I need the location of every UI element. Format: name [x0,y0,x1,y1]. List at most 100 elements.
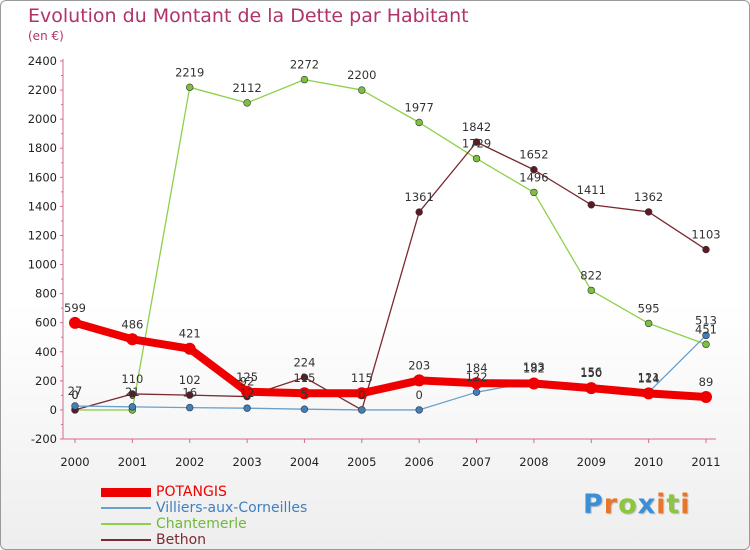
data-point-chantemerle [702,340,710,349]
x-tick-label: 2002 [175,455,204,469]
data-label-villiers-aux-corneilles: 121 [638,370,660,384]
data-point-chantemerle [300,75,309,84]
data-point-potangis [355,387,368,400]
legend-label-villiers: Villiers-aux-Corneilles [156,500,308,516]
y-tick-label: -200 [31,432,57,446]
data-label-potangis: 486 [121,317,143,331]
data-label-potangis: 184 [466,361,488,375]
legend-item-villiers: Villiers-aux-Corneilles [101,500,307,516]
chart-subtitle: (en €) [28,29,64,43]
data-label-chantemerle: 1496 [519,170,548,184]
data-label-villiers-aux-corneilles: 122 [466,370,488,384]
data-point-potangis [69,316,81,329]
data-label-bethon: 1411 [577,183,606,197]
data-label-potangis: 182 [523,361,545,375]
data-label-bethon: 1103 [691,228,720,242]
data-point-bethon [415,208,423,216]
data-point-bethon [186,391,194,399]
data-label-chantemerle: 2272 [290,58,319,72]
y-tick-label: 1800 [28,141,57,155]
y-tick-label: 1400 [28,199,57,213]
legend-item-chantemerle: Chantemerle [101,516,307,532]
data-point-villiers-aux-corneilles [415,406,423,414]
logo-letter: P [583,489,604,520]
legend-swatch-potangis [101,487,151,497]
data-label-bethon: 102 [179,373,201,387]
data-point-bethon [472,138,481,146]
legend-label-potangis: POTANGIS [156,484,227,500]
data-point-chantemerle [243,99,251,107]
data-point-potangis [183,342,196,355]
data-label-villiers-aux-corneilles: 193 [523,360,545,374]
data-label-villiers-aux-corneilles: 513 [695,313,717,327]
data-label-villiers-aux-corneilles: 156 [580,365,602,379]
data-point-chantemerle [472,154,481,163]
data-label-potangis: 421 [179,327,201,341]
data-point-potangis [470,377,483,390]
x-tick-label: 2007 [462,455,491,469]
x-tick-label: 2005 [347,455,376,469]
logo-letter: o [618,489,638,520]
legend-swatch-bethon [101,539,151,541]
logo-letter: r [603,489,619,520]
data-point-villiers-aux-corneilles [472,388,481,396]
x-tick-label: 2000 [60,455,89,469]
data-label-potangis: 89 [699,375,714,389]
data-label-villiers-aux-corneilles: 0 [416,388,423,402]
y-tick-label: 2200 [28,83,57,97]
data-point-potangis [700,390,712,403]
series-group [69,75,712,414]
series-line-potangis [71,318,710,401]
series-line-bethon [74,141,707,411]
data-point-villiers-aux-corneilles [300,405,309,413]
data-point-villiers-aux-corneilles [358,406,366,414]
data-label-chantemerle: 0 [71,388,78,402]
data-label-chantemerle: 2112 [232,81,261,95]
data-point-potangis [126,333,139,346]
data-point-bethon [128,390,137,398]
data-label-bethon: 0 [358,388,365,402]
axes: -200020040060080010001200140016001800200… [28,54,721,469]
y-tick-label: 1000 [28,258,57,272]
y-tick-label: 800 [35,287,57,301]
data-label-bethon: 224 [293,355,315,369]
data-point-villiers-aux-corneilles [702,331,710,340]
data-label-villiers-aux-corneilles: 21 [125,385,140,399]
legend-item-potangis: POTANGIS [101,484,307,500]
data-label-villiers-aux-corneilles: 0 [358,388,365,402]
data-point-villiers-aux-corneilles [186,403,194,412]
y-tick-label: 0 [50,403,57,417]
chart-title: Evolution du Montant de la Dette par Hab… [28,5,469,27]
data-point-chantemerle [358,86,366,94]
x-tick-label: 2001 [118,455,147,469]
data-point-potangis [642,387,655,400]
data-label-chantemerle: 2200 [347,68,376,82]
data-label-bethon: 1652 [519,148,548,162]
data-label-chantemerle: 0 [129,388,136,402]
data-point-potangis [413,374,426,387]
data-label-potangis: 150 [580,366,602,380]
x-tick-label: 2006 [405,455,434,469]
data-point-chantemerle [415,118,423,127]
data-label-chantemerle: 2219 [175,65,204,79]
data-point-chantemerle [186,83,194,92]
y-tick-label: 600 [35,316,57,330]
proxiti-logo: Proxiti [583,489,691,520]
data-label-potangis: 203 [408,358,430,372]
logo-letter: x [637,489,657,520]
data-label-potangis: 125 [236,370,258,384]
legend-label-chantemerle: Chantemerle [156,516,247,532]
y-tick-label: 2400 [28,54,57,68]
data-point-chantemerle [587,286,595,295]
data-label-bethon: 0 [71,388,78,402]
data-label-bethon: 1361 [405,190,434,204]
data-point-potangis [527,377,540,390]
data-label-bethon: 92 [240,375,255,389]
data-label-bethon: 1362 [634,190,663,204]
legend: POTANGIS Villiers-aux-Corneilles Chantem… [101,484,307,548]
logo-letter: i [656,489,667,520]
x-tick-label: 2003 [232,455,261,469]
y-tick-label: 2000 [28,112,57,126]
